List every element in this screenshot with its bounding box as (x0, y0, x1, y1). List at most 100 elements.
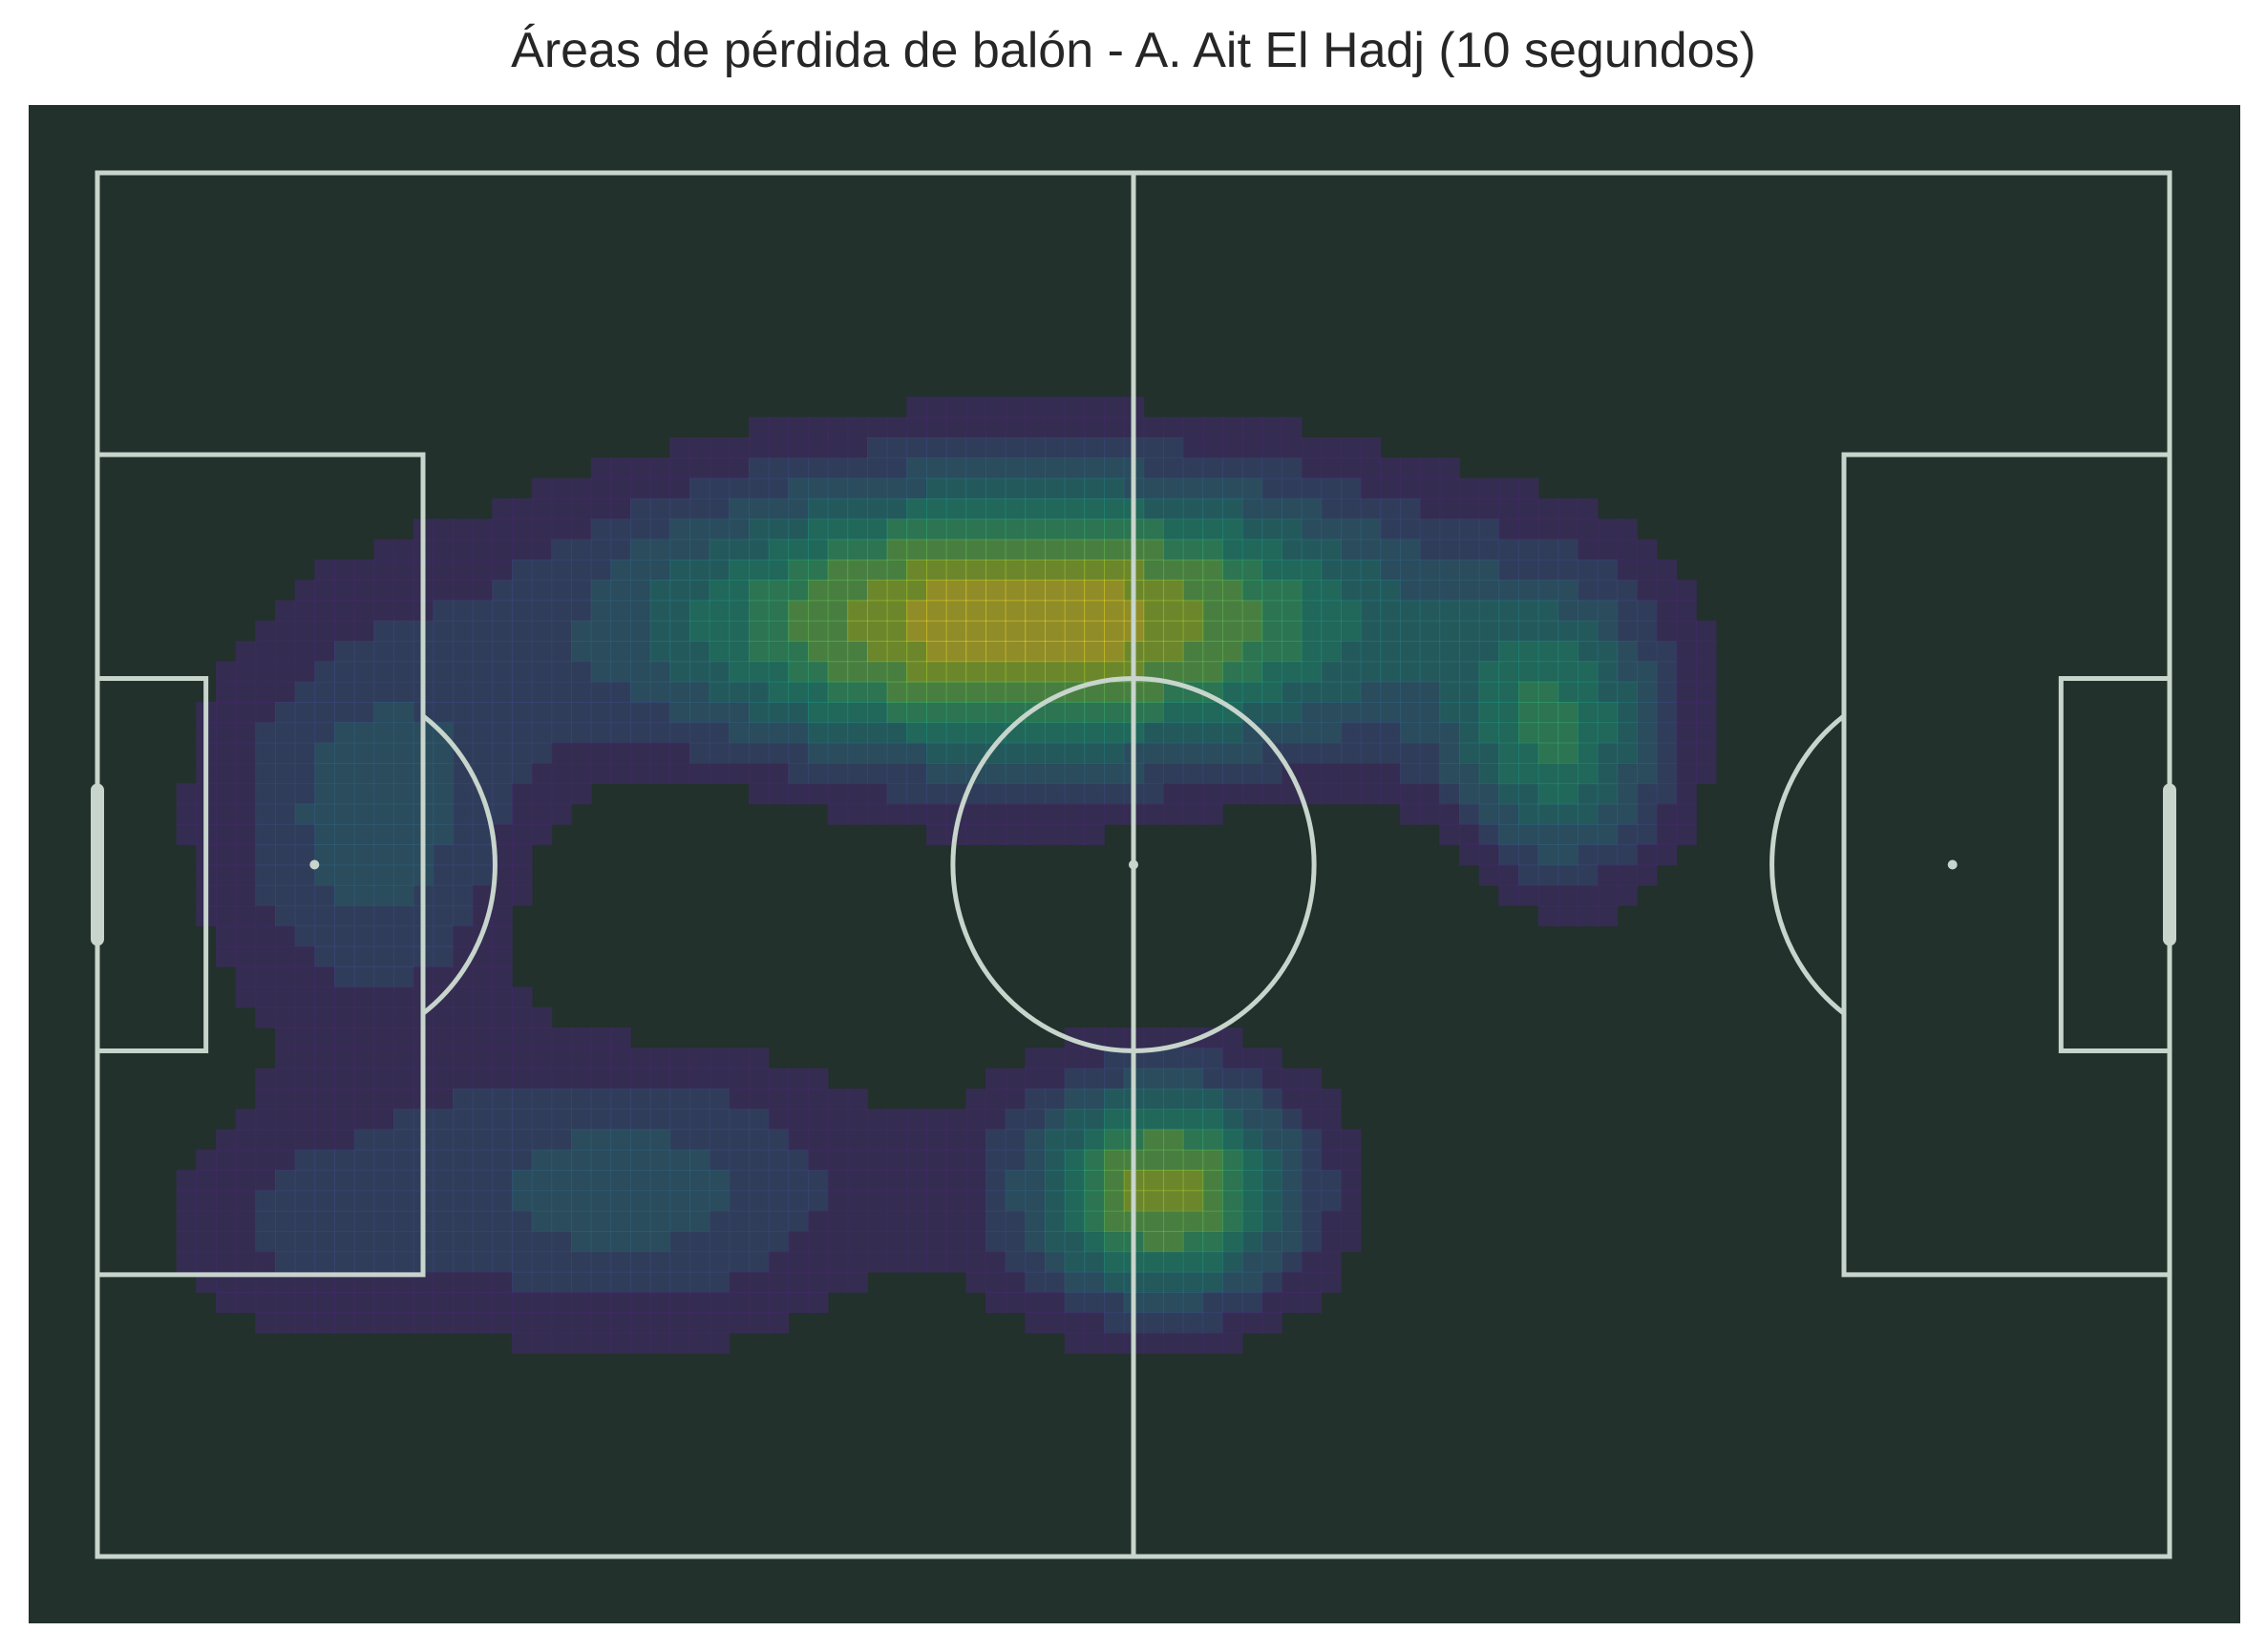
density-cell (294, 803, 316, 825)
density-cell (1282, 641, 1303, 663)
density-cell (1222, 1231, 1243, 1253)
density-cell (1005, 1170, 1027, 1192)
density-cell (867, 1210, 888, 1232)
density-cell (433, 742, 454, 764)
density-cell (512, 681, 533, 703)
density-cell (1182, 1210, 1204, 1232)
density-cell (1518, 519, 1539, 540)
density-cell (630, 1332, 651, 1354)
density-cell (1557, 498, 1578, 519)
density-cell (590, 580, 612, 602)
density-cell (1459, 702, 1480, 724)
density-cell (1597, 519, 1619, 540)
density-cell (235, 905, 257, 927)
density-cell (590, 477, 612, 499)
density-cell (1025, 457, 1046, 479)
density-cell (472, 1292, 494, 1314)
density-cell (906, 803, 927, 825)
density-cell (1321, 702, 1342, 724)
density-cell (1360, 620, 1382, 642)
density-cell (472, 1271, 494, 1293)
density-cell (788, 1251, 809, 1273)
density-cell (1241, 437, 1263, 459)
density-cell (1084, 1292, 1105, 1314)
density-cell (1321, 783, 1342, 805)
density-cell (1005, 1271, 1027, 1293)
density-cell (235, 1190, 257, 1212)
density-cell (433, 600, 454, 622)
density-cell (965, 416, 986, 438)
density-cell (945, 437, 967, 459)
density-cell (1321, 437, 1342, 459)
density-cell (649, 580, 671, 602)
density-cell (965, 1170, 986, 1192)
density-cell (847, 498, 868, 519)
density-cell (393, 986, 414, 1008)
density-cell (827, 1088, 849, 1110)
density-cell (373, 1292, 394, 1314)
density-cell (768, 1149, 790, 1171)
density-cell (610, 702, 631, 724)
density-cell (669, 1048, 690, 1070)
density-cell (453, 1190, 474, 1212)
density-cell (1617, 702, 1638, 724)
density-cell (1282, 1190, 1303, 1212)
density-cell (1301, 1190, 1323, 1212)
density-cell (1537, 905, 1559, 927)
density-cell (551, 559, 572, 581)
density-cell (1261, 498, 1282, 519)
density-cell (945, 519, 967, 540)
density-cell (1202, 1190, 1223, 1212)
density-cell (1261, 1190, 1282, 1212)
density-cell (1202, 457, 1223, 479)
density-cell (176, 1210, 198, 1232)
density-cell (689, 580, 710, 602)
density-cell (1104, 600, 1125, 622)
density-cell (1182, 620, 1204, 642)
density-cell (768, 1231, 790, 1253)
density-cell (1261, 641, 1282, 663)
density-cell (255, 884, 276, 906)
density-cell (1380, 539, 1401, 561)
density-cell (1439, 823, 1460, 845)
density-cell (1261, 1271, 1282, 1293)
density-cell (965, 1149, 986, 1171)
density-cell (353, 600, 375, 622)
density-cell (571, 1190, 592, 1212)
density-cell (512, 620, 533, 642)
density-cell (867, 641, 888, 663)
density-cell (1360, 702, 1382, 724)
density-cell (216, 661, 237, 683)
density-cell (1261, 1048, 1282, 1070)
density-cell (669, 498, 690, 519)
density-cell (1360, 437, 1382, 459)
density-cell (531, 1190, 553, 1212)
density-cell (433, 763, 454, 785)
density-cell (433, 1210, 454, 1232)
density-cell (1163, 783, 1184, 805)
density-cell (1084, 1332, 1105, 1354)
density-cell (689, 1048, 710, 1070)
density-cell (985, 498, 1006, 519)
density-cell (1400, 477, 1421, 499)
density-cell (1143, 1149, 1164, 1171)
density-cell (216, 803, 237, 825)
density-cell (373, 1312, 394, 1334)
density-cell (808, 702, 829, 724)
density-cell (689, 620, 710, 642)
density-cell (788, 498, 809, 519)
density-cell (1104, 477, 1125, 499)
density-cell (1182, 1088, 1204, 1110)
density-cell (1104, 519, 1125, 540)
density-cell (531, 1006, 553, 1028)
density-cell (334, 844, 355, 866)
density-cell (610, 641, 631, 663)
density-cell (1222, 1088, 1243, 1110)
density-cell (571, 1048, 592, 1070)
density-cell (1202, 1170, 1223, 1192)
density-cell (649, 1129, 671, 1151)
density-cell (689, 702, 710, 724)
density-cell (630, 498, 651, 519)
density-cell (1282, 498, 1303, 519)
density-cell (965, 722, 986, 744)
